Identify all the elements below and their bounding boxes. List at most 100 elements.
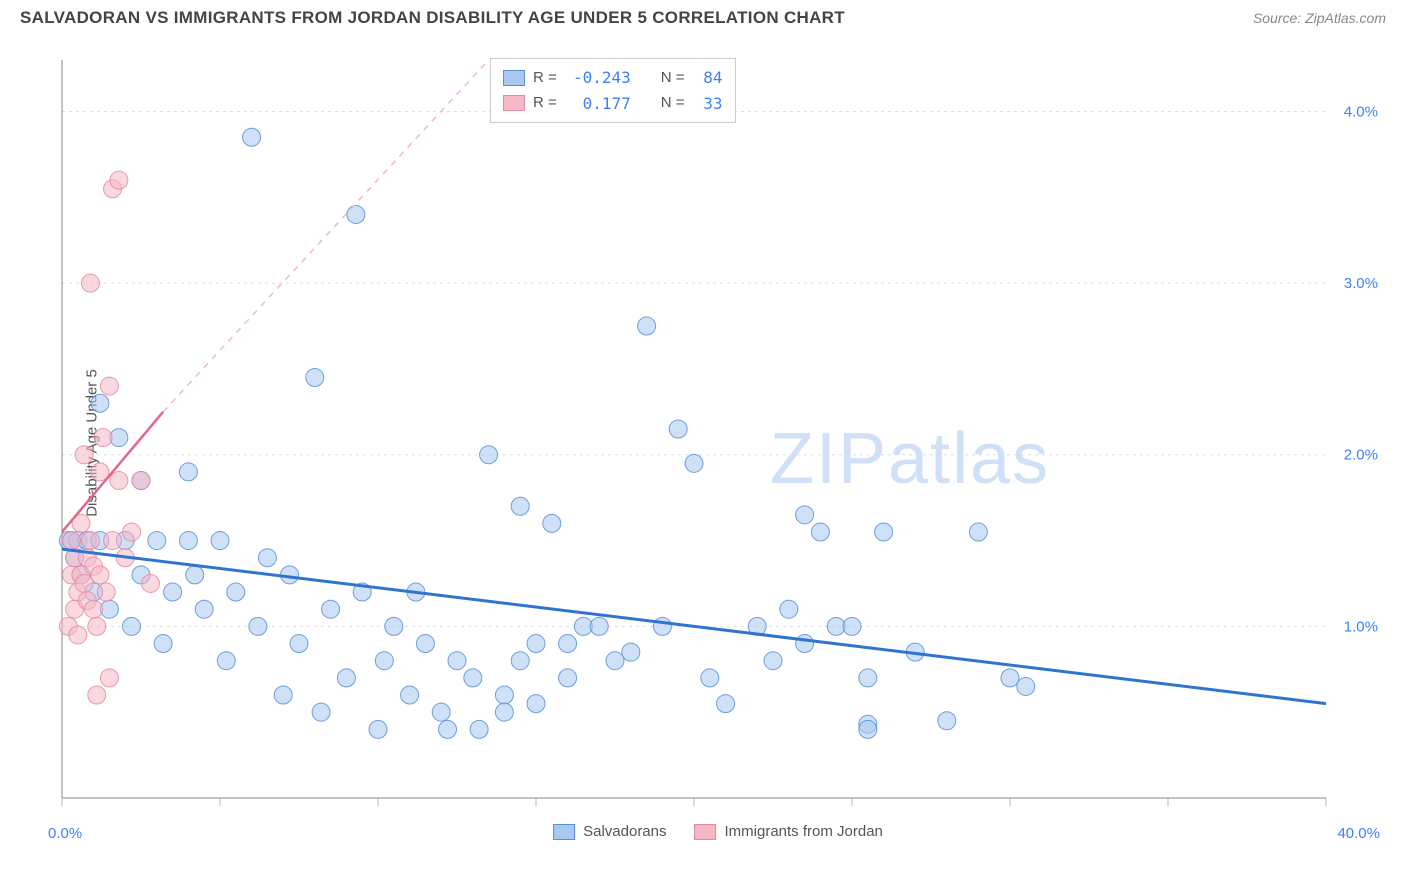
data-point — [859, 720, 877, 738]
data-point — [154, 635, 172, 653]
series-legend: Salvadorans Immigrants from Jordan — [553, 823, 883, 840]
data-point — [88, 617, 106, 635]
svg-text:2.0%: 2.0% — [1344, 447, 1378, 464]
data-point — [843, 617, 861, 635]
data-point — [369, 720, 387, 738]
data-point — [527, 635, 545, 653]
legend-r-value: 0.177 — [565, 91, 631, 117]
data-point — [312, 703, 330, 721]
data-point — [606, 652, 624, 670]
data-point — [148, 532, 166, 550]
x-axis-min-label: 0.0% — [48, 825, 82, 842]
data-point — [186, 566, 204, 584]
data-point — [559, 669, 577, 687]
data-point — [375, 652, 393, 670]
legend-r-value: -0.243 — [565, 65, 631, 91]
data-point — [969, 523, 987, 541]
data-point — [100, 669, 118, 687]
legend-r-label: R = — [533, 91, 557, 115]
data-point — [322, 600, 340, 618]
data-point — [81, 274, 99, 292]
data-point — [938, 712, 956, 730]
data-point — [653, 617, 671, 635]
data-point — [75, 446, 93, 464]
data-point — [527, 695, 545, 713]
data-point — [416, 635, 434, 653]
data-point — [337, 669, 355, 687]
data-point — [385, 617, 403, 635]
legend-row: R = 0.177 N = 33 — [503, 91, 723, 117]
svg-text:1.0%: 1.0% — [1344, 618, 1378, 635]
data-point — [1001, 669, 1019, 687]
data-point — [104, 532, 122, 550]
legend-n-label: N = — [661, 66, 685, 90]
legend-series-name: Immigrants from Jordan — [725, 823, 883, 840]
data-point — [243, 128, 261, 146]
data-point — [559, 635, 577, 653]
data-point — [638, 317, 656, 335]
legend-row: R =-0.243N =84 — [503, 65, 723, 91]
data-point — [811, 523, 829, 541]
scatter-plot: 1.0%2.0%3.0%4.0% — [50, 48, 1386, 838]
data-point — [685, 454, 703, 472]
legend-series-name: Salvadorans — [583, 823, 666, 840]
data-point — [1017, 677, 1035, 695]
data-point — [470, 720, 488, 738]
data-point — [97, 583, 115, 601]
data-point — [401, 686, 419, 704]
data-point — [796, 635, 814, 653]
data-point — [448, 652, 466, 670]
data-point — [91, 394, 109, 412]
data-point — [164, 583, 182, 601]
data-point — [88, 686, 106, 704]
data-point — [347, 205, 365, 223]
legend-swatch — [503, 70, 525, 86]
data-point — [306, 369, 324, 387]
data-point — [217, 652, 235, 670]
legend-swatch — [503, 95, 525, 111]
legend-swatch — [553, 824, 575, 840]
data-point — [290, 635, 308, 653]
data-point — [511, 652, 529, 670]
x-axis-max-label: 40.0% — [1337, 825, 1380, 842]
data-point — [543, 514, 561, 532]
data-point — [495, 686, 513, 704]
legend-n-label: N = — [661, 91, 685, 115]
data-point — [123, 523, 141, 541]
chart-title: SALVADORAN VS IMMIGRANTS FROM JORDAN DIS… — [20, 8, 845, 28]
legend-item: Immigrants from Jordan — [695, 823, 883, 840]
source-credit: Source: ZipAtlas.com — [1253, 10, 1386, 26]
data-point — [875, 523, 893, 541]
data-point — [249, 617, 267, 635]
trend-line-jordan-ext — [163, 60, 488, 412]
data-point — [511, 497, 529, 515]
data-point — [274, 686, 292, 704]
data-point — [622, 643, 640, 661]
data-point — [179, 463, 197, 481]
data-point — [110, 171, 128, 189]
data-point — [717, 695, 735, 713]
data-point — [764, 652, 782, 670]
data-point — [439, 720, 457, 738]
svg-text:4.0%: 4.0% — [1344, 103, 1378, 120]
data-point — [227, 583, 245, 601]
data-point — [132, 471, 150, 489]
data-point — [859, 669, 877, 687]
data-point — [258, 549, 276, 567]
legend-item: Salvadorans — [553, 823, 666, 840]
stats-legend: R = -0.243 N = 84R = 0.177 N = 33 — [490, 58, 736, 123]
data-point — [81, 532, 99, 550]
data-point — [94, 429, 112, 447]
data-point — [432, 703, 450, 721]
legend-n-value: 84 — [693, 65, 723, 91]
legend-n-value: 33 — [693, 91, 723, 117]
legend-swatch — [695, 824, 717, 840]
data-point — [85, 600, 103, 618]
data-point — [480, 446, 498, 464]
data-point — [141, 574, 159, 592]
data-point — [211, 532, 229, 550]
data-point — [110, 471, 128, 489]
data-point — [100, 377, 118, 395]
data-point — [590, 617, 608, 635]
data-point — [701, 669, 719, 687]
